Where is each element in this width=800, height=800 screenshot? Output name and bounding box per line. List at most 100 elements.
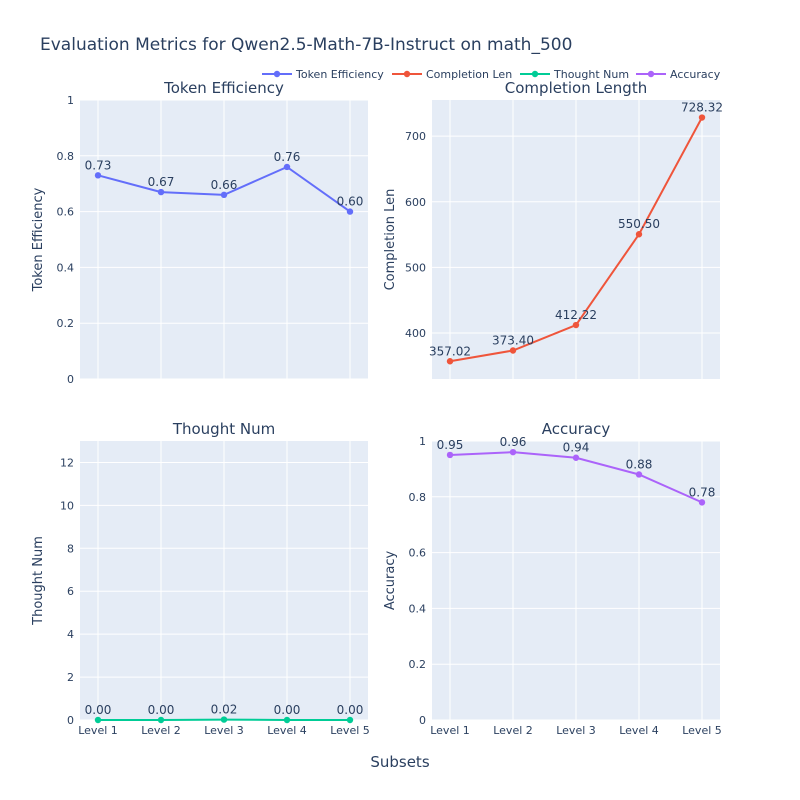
legend-marker — [647, 70, 655, 78]
legend-label: Completion Len — [426, 68, 512, 81]
x-tick-label: Level 2 — [141, 724, 181, 737]
data-label: 0.96 — [500, 435, 527, 449]
data-point — [220, 191, 228, 199]
legend-marker — [403, 70, 411, 78]
data-label: 728.32 — [681, 101, 723, 115]
x-tick-label: Level 1 — [78, 724, 118, 737]
y-tick-label: 0.2 — [409, 658, 427, 671]
legend: Token Efficiency Completion Len Thought Nu… — [262, 68, 721, 81]
data-label: 0.78 — [689, 485, 716, 499]
y-tick-label: 2 — [67, 671, 74, 684]
data-label: 0.76 — [274, 150, 301, 164]
data-point — [698, 499, 706, 506]
data-point — [572, 454, 580, 461]
data-point — [157, 716, 165, 724]
data-label: 0.00 — [148, 703, 175, 717]
x-tick-label: Level 4 — [267, 724, 307, 737]
data-point — [446, 358, 454, 365]
data-point — [509, 347, 517, 354]
y-tick-label: 0 — [67, 373, 74, 386]
data-point — [509, 448, 517, 456]
y-axis-title: Completion Len — [383, 189, 398, 291]
data-point — [94, 172, 102, 179]
data-point — [572, 321, 580, 329]
y-tick-label: 500 — [405, 261, 426, 274]
y-tick-label: 1 — [67, 94, 74, 107]
y-tick-label: 8 — [67, 542, 74, 555]
y-axis-title: Token Efficiency — [31, 187, 46, 292]
data-label: 0.73 — [85, 158, 112, 172]
legend-item[interactable]: Token Efficiency — [262, 68, 384, 81]
data-label: 550.50 — [618, 217, 660, 231]
legend-item[interactable]: Completion Len — [392, 68, 512, 81]
subplot-4: 0 0.2 0.4 0.6 0.8 1 Level 1 Level 2 Level 3 Level… — [383, 420, 722, 737]
y-tick-label: 0.8 — [409, 491, 427, 504]
y-tick-label: 10 — [60, 499, 74, 512]
data-point — [157, 188, 165, 196]
data-label: 0.88 — [626, 457, 653, 471]
legend-label: Thought Num — [553, 68, 629, 81]
y-tick-label: 12 — [60, 456, 74, 469]
data-label: 0.00 — [85, 703, 112, 717]
x-axis-title: Subsets — [370, 753, 429, 771]
legend-label: Accuracy — [670, 68, 721, 81]
x-tick-label: Level 3 — [556, 724, 596, 737]
data-point — [635, 471, 643, 478]
y-tick-label: 0 — [419, 714, 426, 727]
y-tick-label: 6 — [67, 585, 74, 598]
y-tick-label: 0.4 — [409, 602, 427, 615]
y-tick-label: 400 — [405, 327, 426, 340]
data-point — [283, 716, 291, 724]
data-label: 0.00 — [274, 703, 301, 717]
x-tick-label: Level 2 — [493, 724, 533, 737]
data-label: 0.60 — [337, 195, 364, 209]
subplot-2: 400 500 600 700 Completion Length Completion … — [383, 79, 723, 379]
subplots: 0 0.2 0.4 0.6 0.8 1 Token Efficiency Token Effi… — [31, 79, 723, 737]
data-label: 0.02 — [211, 703, 238, 717]
data-point — [346, 716, 354, 724]
data-point — [346, 208, 354, 215]
x-tick-label: Level 5 — [330, 724, 370, 737]
y-tick-label: 0.6 — [57, 206, 75, 219]
x-tick-label: Level 5 — [682, 724, 722, 737]
x-tick-label: Level 4 — [619, 724, 659, 737]
y-tick-label: 0 — [67, 714, 74, 727]
legend-marker — [531, 70, 539, 78]
subplot-title: Thought Num — [172, 420, 275, 438]
data-point — [698, 114, 706, 121]
y-tick-label: 600 — [405, 196, 426, 209]
data-point — [283, 163, 291, 171]
y-tick-label: 1 — [419, 435, 426, 448]
y-axis-title: Thought Num — [31, 536, 46, 626]
data-label: 373.40 — [492, 334, 534, 348]
subplot-1: 0 0.2 0.4 0.6 0.8 1 Token Efficiency Token Effi… — [31, 79, 368, 386]
data-point — [446, 451, 454, 459]
data-label: 412.22 — [555, 308, 597, 322]
subplot-3: 0 2 4 6 8 10 12 Level 1 Level 2 Level 3 Level 4 Lev… — [31, 420, 370, 737]
data-label: 0.66 — [211, 178, 238, 192]
data-point — [220, 716, 228, 723]
subplot-title: Accuracy — [542, 420, 611, 438]
data-label: 0.00 — [337, 703, 364, 717]
legend-marker — [273, 70, 281, 78]
y-tick-label: 4 — [67, 628, 74, 641]
y-axis-title: Accuracy — [383, 551, 398, 611]
legend-item[interactable]: Thought Num — [520, 68, 629, 81]
subplot-title: Token Efficiency — [163, 79, 284, 97]
data-label: 0.95 — [437, 438, 464, 452]
x-tick-label: Level 3 — [204, 724, 244, 737]
data-label: 0.67 — [148, 175, 175, 189]
y-tick-label: 0.2 — [57, 317, 75, 330]
legend-item[interactable]: Accuracy — [636, 68, 721, 81]
data-label: 0.94 — [563, 441, 590, 455]
y-tick-label: 0.6 — [409, 547, 427, 560]
legend-label: Token Efficiency — [295, 68, 384, 81]
data-label: 357.02 — [429, 344, 471, 358]
x-tick-label: Level 1 — [430, 724, 470, 737]
subplot-title: Completion Length — [505, 79, 647, 97]
y-tick-label: 0.8 — [57, 150, 75, 163]
y-tick-label: 700 — [405, 130, 426, 143]
data-point — [94, 716, 102, 724]
